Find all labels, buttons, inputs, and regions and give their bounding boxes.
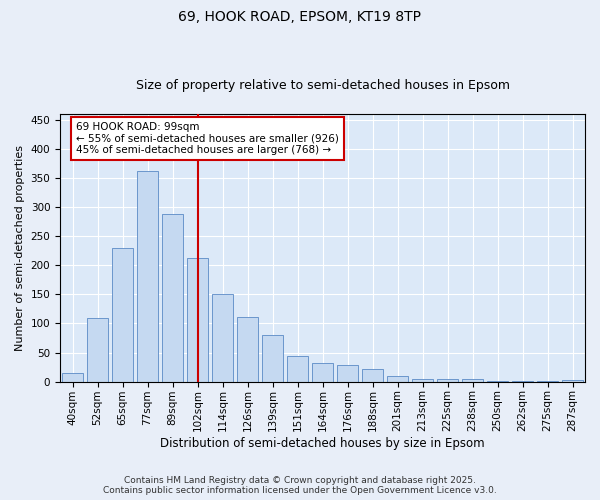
Y-axis label: Number of semi-detached properties: Number of semi-detached properties bbox=[15, 145, 25, 351]
Text: 69 HOOK ROAD: 99sqm
← 55% of semi-detached houses are smaller (926)
45% of semi-: 69 HOOK ROAD: 99sqm ← 55% of semi-detach… bbox=[76, 122, 338, 155]
Bar bbox=[237, 316, 258, 382]
Title: Size of property relative to semi-detached houses in Epsom: Size of property relative to semi-detach… bbox=[136, 79, 509, 92]
Bar bbox=[562, 380, 583, 382]
Bar bbox=[112, 248, 133, 382]
Text: Contains HM Land Registry data © Crown copyright and database right 2025.
Contai: Contains HM Land Registry data © Crown c… bbox=[103, 476, 497, 495]
Bar bbox=[312, 363, 333, 382]
Bar bbox=[337, 366, 358, 382]
Bar bbox=[437, 379, 458, 382]
Bar bbox=[487, 380, 508, 382]
Bar bbox=[287, 356, 308, 382]
Bar bbox=[212, 294, 233, 382]
Bar bbox=[62, 373, 83, 382]
Bar bbox=[87, 318, 108, 382]
Bar bbox=[262, 335, 283, 382]
Bar bbox=[187, 258, 208, 382]
X-axis label: Distribution of semi-detached houses by size in Epsom: Distribution of semi-detached houses by … bbox=[160, 437, 485, 450]
Bar bbox=[512, 381, 533, 382]
Bar bbox=[462, 379, 483, 382]
Bar bbox=[412, 380, 433, 382]
Bar bbox=[362, 369, 383, 382]
Text: 69, HOOK ROAD, EPSOM, KT19 8TP: 69, HOOK ROAD, EPSOM, KT19 8TP bbox=[179, 10, 421, 24]
Bar bbox=[387, 376, 408, 382]
Bar bbox=[137, 171, 158, 382]
Bar bbox=[162, 214, 183, 382]
Bar bbox=[537, 381, 558, 382]
